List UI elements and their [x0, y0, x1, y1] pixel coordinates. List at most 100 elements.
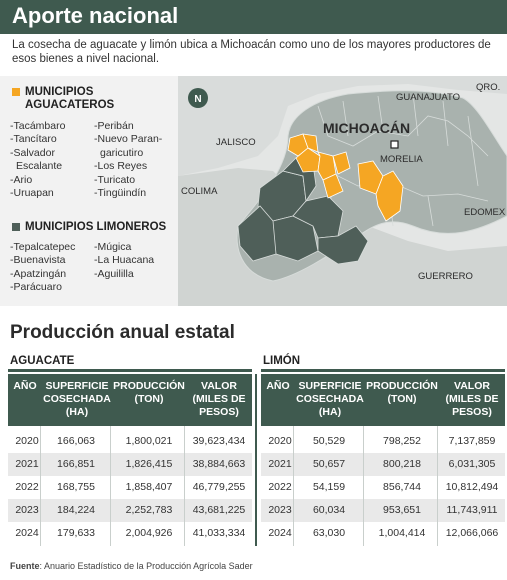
cell-value: 7,137,859 [448, 435, 496, 447]
column-divider [184, 426, 185, 546]
cell-area: 60,034 [312, 504, 346, 516]
cell-year: 2020 [268, 435, 292, 447]
legend-item: -Tancítaro [10, 133, 57, 146]
col-header-area: SUPERFICIE COSECHADA (HA) [43, 380, 111, 418]
cell-value: 38,884,663 [192, 458, 246, 470]
tables-divider [255, 374, 257, 546]
table-rule-lemon [261, 369, 505, 372]
cell-year: 2024 [268, 527, 292, 539]
legend-item: Escalante [16, 160, 63, 173]
column-divider [437, 426, 438, 546]
legend-lemon-col2: -Múgica -La Huacana -Aguililla [94, 241, 154, 281]
column-divider [293, 426, 294, 546]
legend-item: -Tepalcatepec [10, 241, 76, 253]
section-title: Producción anual estatal [10, 322, 235, 343]
cell-area: 184,224 [57, 504, 95, 516]
legend-lemon-col1: -Tepalcatepec -Buenavista -Apatzingán -P… [10, 241, 75, 295]
legend-item: -Peribán [94, 120, 134, 132]
legend-lemon-swatch [12, 223, 20, 231]
cell-year: 2024 [15, 527, 39, 539]
legend-avocado-title-line1: MUNICIPIOS [25, 86, 94, 98]
legend-item: -Buenavista [10, 254, 66, 267]
table-row: 2021 50,657 800,218 6,031,305 [261, 453, 505, 476]
michoacan-map: N MICHOACÁN MORELIA GUANAJUATO QRO. JALI… [178, 76, 507, 306]
cell-area: 50,529 [312, 435, 346, 447]
avocado-municipalities [287, 133, 404, 222]
table-row: 2022 168,755 1,858,407 46,779,255 [8, 476, 252, 499]
legend-item: -La Huacana [94, 254, 155, 267]
header-bar: Aporte nacional [0, 0, 507, 34]
north-region [178, 76, 507, 176]
cell-value: 46,779,255 [192, 481, 246, 493]
legend-item: garicutiro [100, 146, 144, 159]
column-divider [363, 426, 364, 546]
cell-area: 166,851 [57, 458, 95, 470]
cell-production: 1,826,415 [125, 458, 173, 470]
table-row: 2023 184,224 2,252,783 43,681,225 [8, 499, 252, 522]
map-legend: MUNICIPIOS AGUACATEROS -Tacámbaro -Tancí… [0, 76, 178, 306]
col-header-year: AÑO [266, 380, 290, 392]
cell-production: 800,218 [383, 458, 421, 470]
legend-lemon-title-text: MUNICIPIOS LIMONEROS [25, 221, 167, 233]
column-divider [40, 426, 41, 546]
capital-label: MORELIA [380, 154, 423, 165]
cell-area: 54,159 [312, 481, 346, 493]
cell-area: 63,030 [312, 527, 346, 539]
table-row: 2020 166,063 1,800,021 39,623,434 [8, 430, 252, 453]
legend-item: -Nuevo Paran- [94, 133, 163, 146]
legend-avocado-title-line2: AGUACATEROS [25, 99, 115, 111]
legend-avocado-swatch [12, 88, 20, 96]
cell-production: 1,858,407 [125, 481, 173, 493]
table-row: 2024 63,030 1,004,414 12,066,066 [261, 522, 505, 545]
legend-lemon-title: MUNICIPIOS LIMONEROS [12, 221, 166, 234]
page-title: Aporte nacional [12, 3, 179, 28]
cell-production: 953,651 [383, 504, 421, 516]
neighbor-label-qro: QRO. [476, 82, 500, 93]
compass: N [188, 88, 208, 108]
legend-avocado-title: MUNICIPIOS AGUACATEROS [12, 86, 114, 112]
legend-item: -Salvador [10, 146, 55, 159]
compass-icon [188, 88, 208, 108]
legend-item: -Aguililla [94, 267, 134, 280]
cell-area: 166,063 [57, 435, 95, 447]
col-header-year: AÑO [13, 380, 37, 392]
cell-year: 2021 [268, 458, 292, 470]
table-header-lemon: AÑO SUPERFICIE COSECHADA (HA) PRODUCCIÓN… [261, 374, 505, 426]
col-header-area: SUPERFICIE COSECHADA (HA) [296, 380, 364, 418]
intro-text: La cosecha de aguacate y limón ubica a M… [12, 39, 491, 65]
morelia-marker [390, 140, 399, 149]
cell-production: 2,004,926 [125, 527, 173, 539]
table-row: 2022 54,159 856,744 10,812,494 [261, 476, 505, 499]
capital-icon [390, 140, 399, 149]
cell-production: 1,800,021 [125, 435, 173, 447]
cell-value: 41,033,334 [192, 527, 246, 539]
source-text: : Anuario Estadístico de la Producción A… [39, 561, 253, 571]
legend-item: -Ario [10, 173, 33, 186]
column-divider [110, 426, 111, 546]
cell-value: 39,623,434 [192, 435, 246, 447]
source-label: Fuente [10, 561, 40, 571]
col-header-production: PRODUCCIÓN (TON) [113, 380, 185, 405]
cell-value: 10,812,494 [445, 481, 499, 493]
cell-area: 179,633 [57, 527, 95, 539]
cell-production: 798,252 [383, 435, 421, 447]
cell-year: 2023 [15, 504, 39, 516]
neighbor-label-colima: COLIMA [181, 186, 218, 197]
table-row: 2023 60,034 953,651 11,743,911 [261, 499, 505, 522]
table-row: 2021 166,851 1,826,415 38,884,663 [8, 453, 252, 476]
map-panel: MUNICIPIOS AGUACATEROS -Tacámbaro -Tancí… [0, 76, 507, 306]
cell-area: 168,755 [57, 481, 95, 493]
cell-production: 856,744 [383, 481, 421, 493]
table-label-lemon: LIMÓN [263, 355, 301, 367]
legend-item: -Los Reyes [94, 160, 148, 173]
cell-production: 2,252,783 [125, 504, 173, 516]
cell-production: 1,004,414 [378, 527, 426, 539]
table-header-avocado: AÑO SUPERFICIE COSECHADA (HA) PRODUCCIÓN… [8, 374, 252, 426]
table-row: 2024 179,633 2,004,926 41,033,334 [8, 522, 252, 545]
neighbor-label-guerrero: GUERRERO [418, 271, 473, 282]
legend-item: -Apatzingán [10, 267, 67, 280]
cell-value: 43,681,225 [192, 504, 246, 516]
source-footer: Fuente: Anuario Estadístico de la Produc… [10, 561, 253, 571]
col-header-value: VALOR (MILES DE PESOS) [192, 380, 246, 418]
cell-value: 12,066,066 [445, 527, 499, 539]
